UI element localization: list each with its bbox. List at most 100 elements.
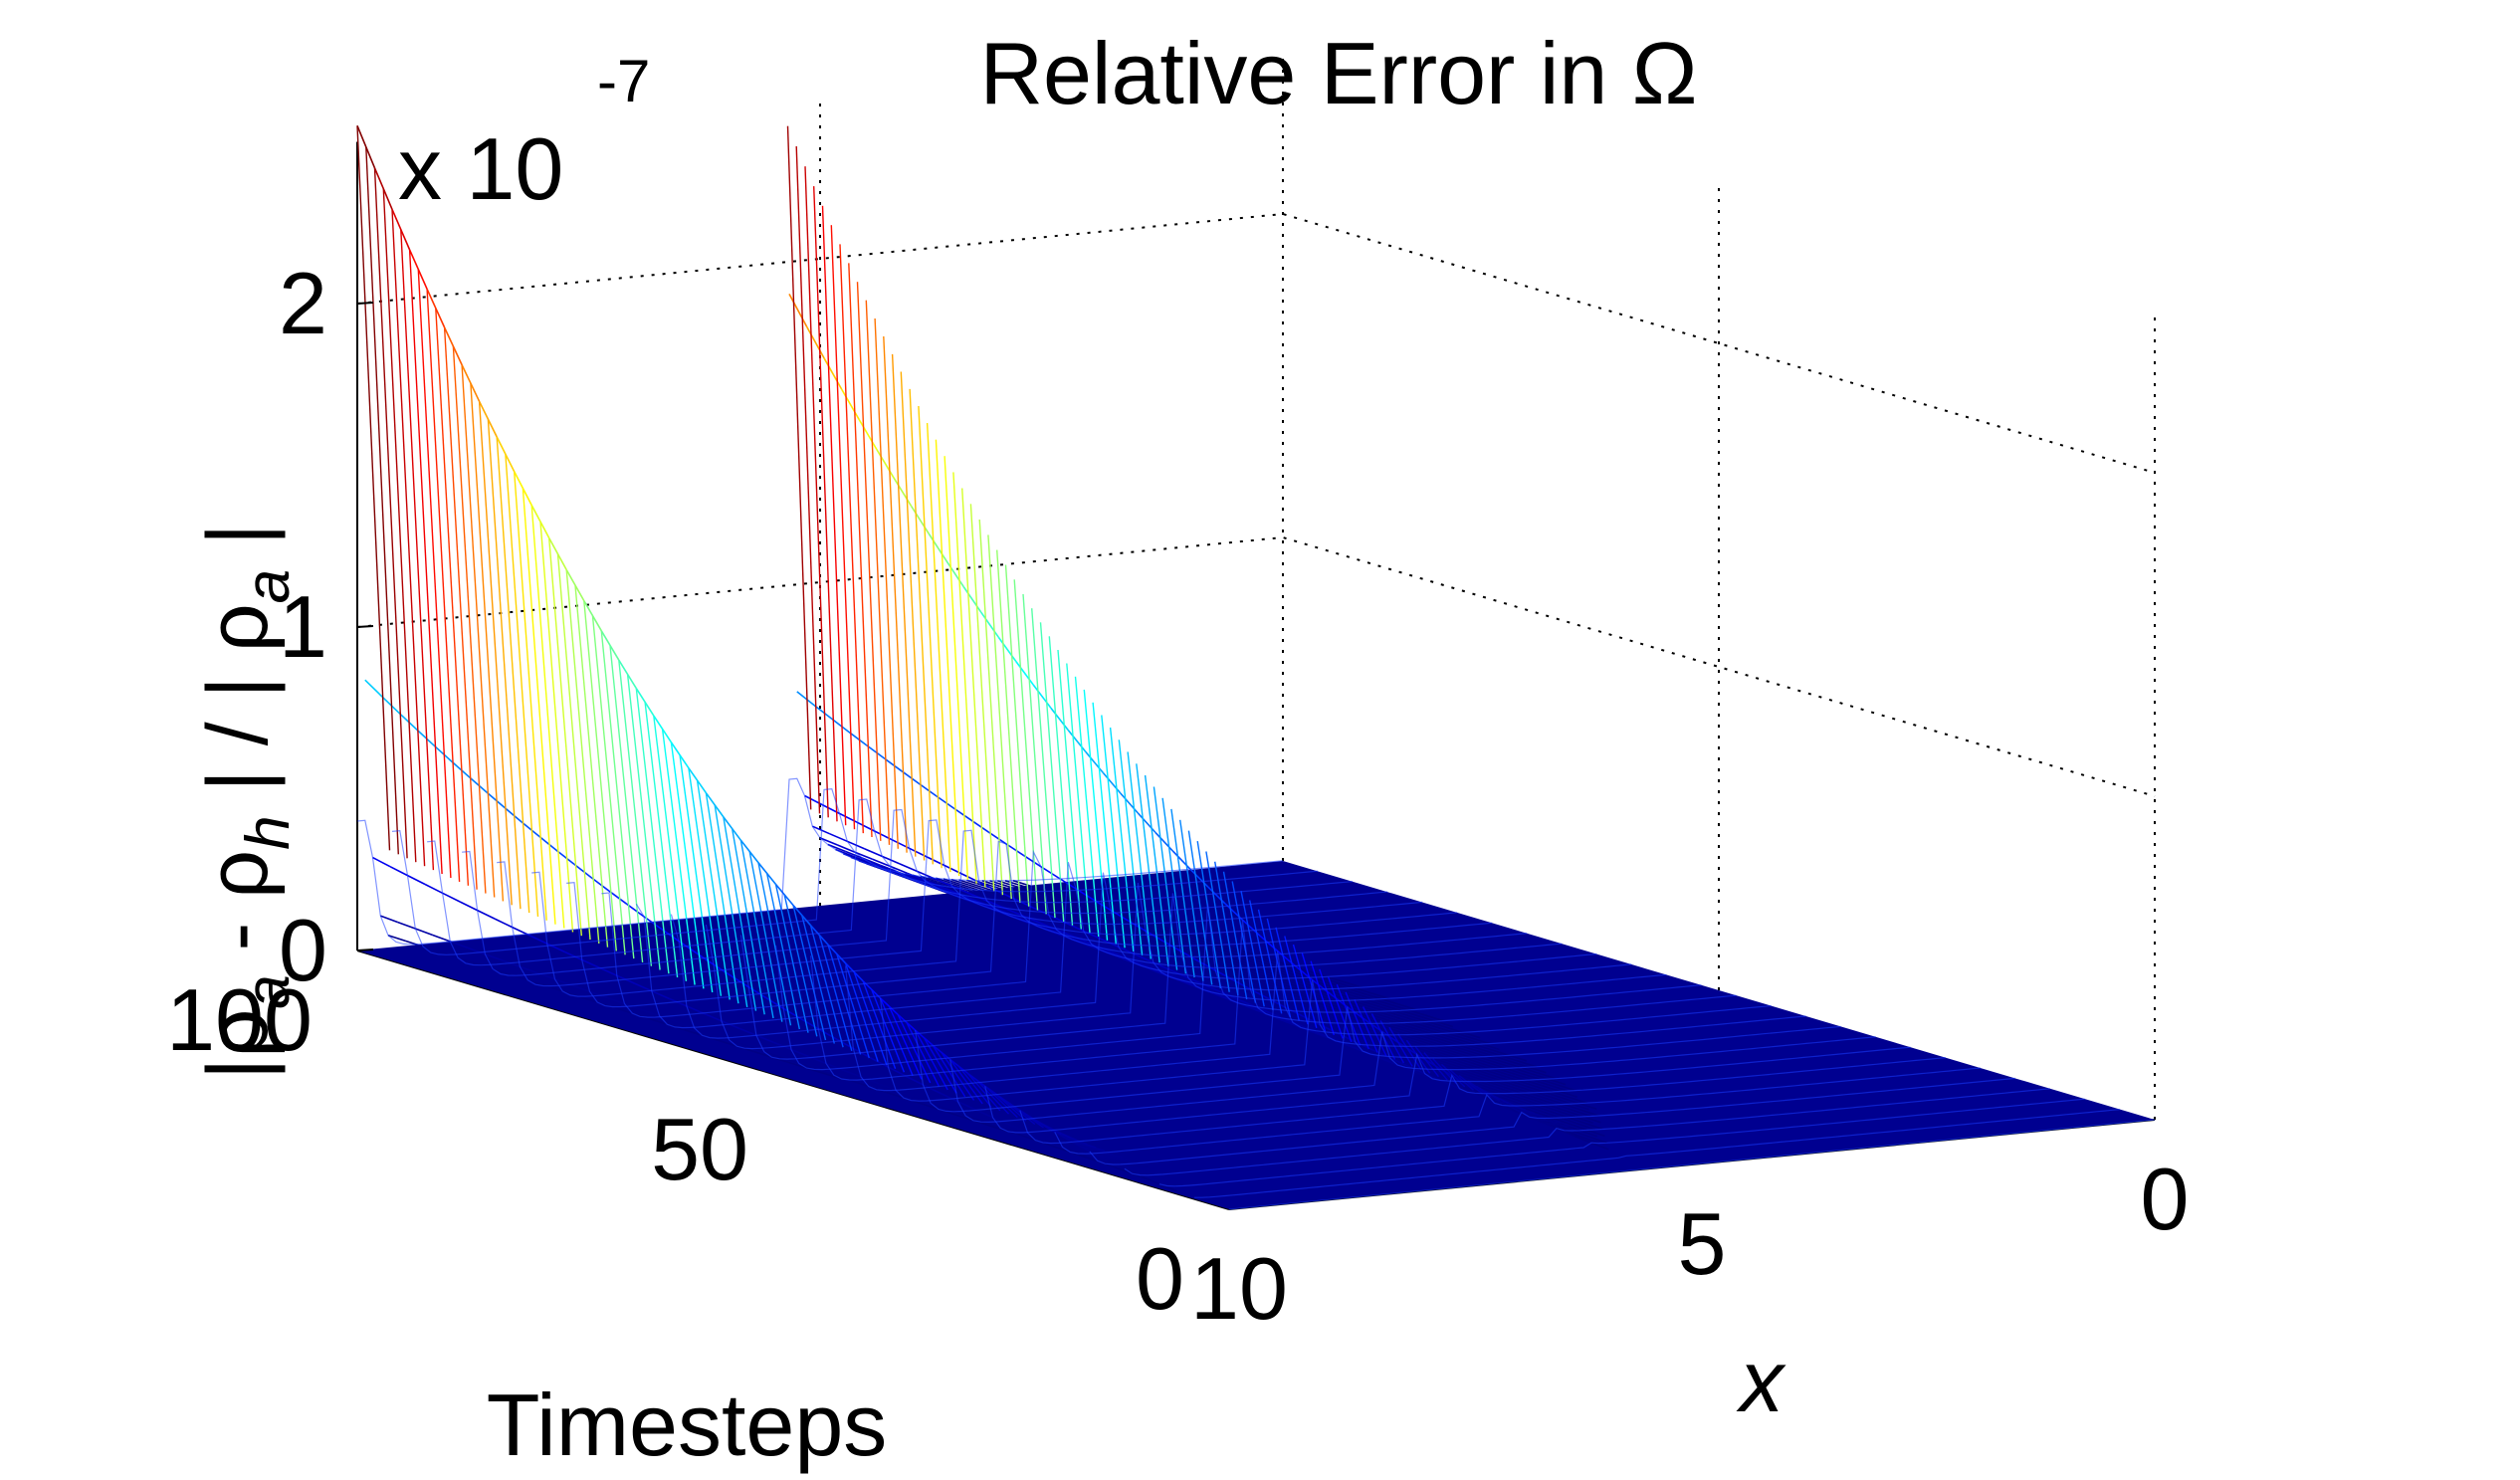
- surface-mesh-line: [1142, 1175, 1160, 1185]
- surface-mesh-line: [494, 918, 514, 929]
- peak-b-curtain-line: [821, 205, 847, 826]
- z-label-sub-a: a: [234, 974, 303, 1008]
- z-label-sub-a2: a: [234, 569, 303, 603]
- surface-mesh-line: [1503, 1061, 1522, 1069]
- surface-mesh-line: [753, 1050, 772, 1058]
- surface-mesh-line: [1562, 1097, 1580, 1105]
- timestep-tick-label: 50: [651, 1100, 748, 1198]
- surface-mesh-line: [598, 966, 618, 976]
- surface-mesh-line: [1408, 1056, 1427, 1065]
- surface-mesh-line: [397, 921, 416, 930]
- surface-mesh-line: [837, 844, 856, 853]
- surface-mesh-line: [1402, 1015, 1421, 1023]
- peak-b-curtain-line: [978, 519, 1004, 896]
- surface-mesh-line: [565, 569, 585, 601]
- surface-mesh-line: [1114, 1166, 1133, 1174]
- peak-b-curtain-line: [1345, 991, 1369, 1050]
- surface-mesh-line: [492, 967, 511, 975]
- surface-wire-line: [531, 829, 1458, 997]
- surface-mesh-line: [1128, 920, 1147, 933]
- surface-mesh-line: [1539, 1120, 1558, 1130]
- surface-mesh-line: [1394, 1016, 1413, 1023]
- surface-mesh-line: [1522, 1073, 1541, 1081]
- surface-mesh-line: [1347, 1032, 1365, 1041]
- peak-b-curtain-line: [813, 186, 838, 822]
- surface-mesh-line: [719, 1039, 737, 1047]
- surface-mesh-line: [1538, 1072, 1557, 1080]
- z-label-open-bar: |: [190, 1058, 286, 1080]
- surface-wire-line: [427, 798, 1354, 966]
- surface-mesh-line: [739, 839, 759, 864]
- surface-mesh-line: [1439, 1057, 1458, 1065]
- surface-mesh-line: [757, 862, 777, 886]
- surface-mesh-line: [816, 1068, 835, 1076]
- surface-mesh-line: [1233, 955, 1252, 963]
- surface-mesh-line: [1258, 960, 1277, 968]
- peak-b-curtain-line: [1118, 740, 1144, 955]
- surface-mesh-line: [845, 850, 864, 860]
- peak-a-curtain-line: [1010, 1104, 1044, 1129]
- surface-mesh-line: [987, 894, 1006, 902]
- surface-mesh-line: [407, 874, 426, 886]
- surface-wire-line: [845, 951, 1772, 1092]
- surface-mesh-line: [1225, 955, 1244, 963]
- surface-mesh-line: [1004, 880, 1023, 887]
- surface-mesh-line: [1573, 1109, 1591, 1118]
- surface-mesh-line: [1590, 1142, 1609, 1151]
- surface-mesh-line: [1027, 1132, 1046, 1142]
- surface-mesh-line: [1548, 1104, 1567, 1112]
- surface-mesh-line: [1366, 1004, 1385, 1012]
- surface-wire-line: [949, 1031, 1876, 1123]
- peak-b-curtain-line: [1275, 927, 1300, 1021]
- surface-mesh-line: [432, 934, 451, 943]
- surface-mesh-line: [1363, 992, 1381, 1000]
- surface-mesh-line: [1427, 1045, 1446, 1053]
- chart-title: Relative Error in Ω: [979, 24, 1697, 122]
- surface-mesh-line: [1499, 1074, 1518, 1082]
- surface-mesh-line: [1425, 1039, 1444, 1047]
- surface-mesh-line: [1356, 992, 1374, 1000]
- peak-a-curtain-line: [522, 488, 556, 925]
- peak-a-curtain-line: [408, 249, 443, 875]
- surface-mesh-line: [1580, 1109, 1599, 1117]
- surface-mesh-line: [1503, 1086, 1522, 1094]
- peak-b-curtain-line: [1004, 564, 1030, 907]
- peak-a-curtain-line: [766, 873, 800, 1030]
- surface-mesh-line: [1056, 929, 1075, 939]
- surface-mesh-line: [1249, 997, 1268, 1005]
- surface-mesh-line: [1552, 1117, 1571, 1126]
- peak-b-curtain-line: [856, 282, 882, 841]
- surface-mesh-line: [1382, 1004, 1401, 1012]
- surface-mesh-line: [962, 888, 981, 896]
- surface-mesh-line: [930, 1102, 948, 1111]
- surface-wire-line: [1124, 1088, 2050, 1176]
- surface-mesh-line: [1195, 974, 1214, 983]
- surface-mesh-line: [1152, 945, 1171, 952]
- surface-mesh-line: [950, 878, 969, 886]
- peak-b-curtain-line: [1432, 1058, 1457, 1084]
- surface-mesh-line: [1224, 990, 1243, 998]
- surface-mesh-line: [991, 885, 1010, 893]
- surface-mesh-line: [1305, 1005, 1324, 1013]
- surface-mesh-line: [1051, 901, 1070, 909]
- surface-mesh-line: [1498, 1092, 1517, 1101]
- z-tick-mark: [356, 625, 374, 628]
- surface-mesh-line: [875, 448, 895, 479]
- surface-mesh-line: [1154, 928, 1172, 936]
- peak-a-curtain-line: [809, 925, 844, 1048]
- surface-mesh-line: [520, 965, 538, 974]
- surface-mesh-line: [1212, 980, 1231, 989]
- surface-mesh-line: [888, 1066, 907, 1077]
- surface-mesh-line: [1137, 812, 1156, 833]
- surface-mesh-line: [686, 1005, 705, 1015]
- peak-b-curtain-line: [1136, 763, 1160, 963]
- surface-mesh-line: [1531, 1098, 1550, 1106]
- surface-mesh-line: [1145, 945, 1163, 952]
- surface-mesh-line: [1447, 1057, 1466, 1065]
- surface-mesh-line: [1017, 1133, 1036, 1142]
- surface-mesh-line: [1564, 1103, 1582, 1112]
- surface-mesh-line: [1423, 1033, 1442, 1041]
- surface-mesh-line: [1433, 1062, 1452, 1071]
- surface-mesh-line: [1392, 1034, 1411, 1042]
- peak-b-curtain-line: [961, 488, 986, 888]
